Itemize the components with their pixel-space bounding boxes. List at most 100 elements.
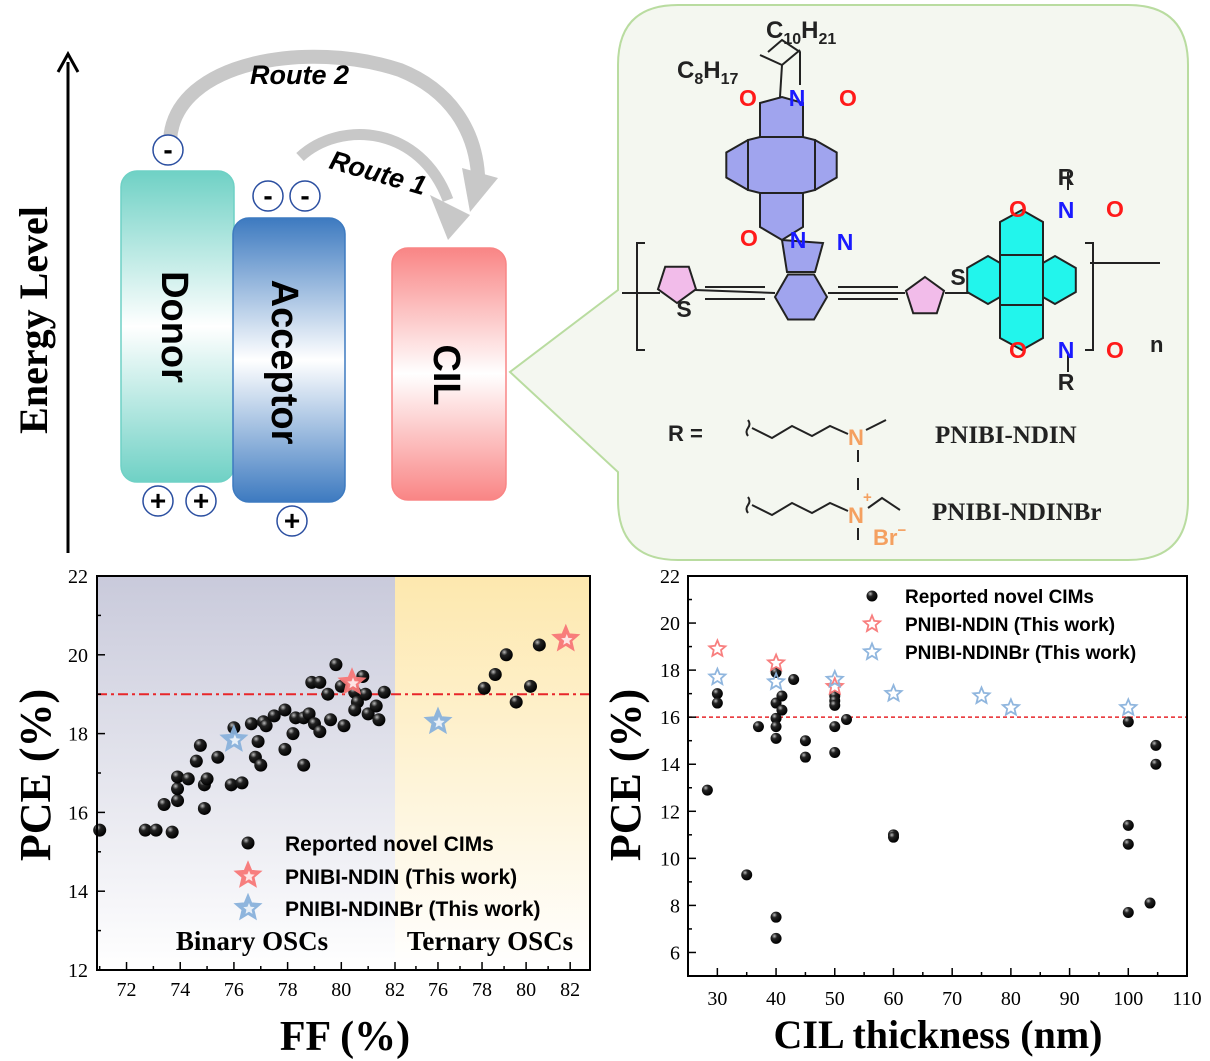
data-point: [1122, 838, 1134, 850]
data-point-binary: [278, 703, 292, 717]
data-point-ternary-highlight: [561, 634, 573, 645]
plus-charge-ring: [276, 505, 308, 537]
data-point-binary: [200, 772, 214, 786]
acceptor-box: [232, 217, 346, 503]
minus-charge-icon: -: [300, 180, 309, 211]
data-point: [841, 714, 853, 726]
data-point: [770, 932, 782, 944]
data-point-binary: [259, 719, 273, 733]
x-tick-label: 50: [825, 988, 845, 1010]
data-point: [711, 697, 723, 709]
data-point-binary-highlight: [347, 677, 359, 689]
data-point: [765, 652, 787, 672]
y-tick-label: 18: [68, 724, 88, 746]
data-point-binary: [337, 719, 351, 733]
legend-marker-highlight: [243, 870, 255, 882]
y-tick-label: 14: [68, 881, 88, 903]
energy-axis-arrow-icon: [56, 50, 80, 73]
y-tick-label: 20: [660, 613, 680, 635]
data-point: [770, 911, 782, 923]
repeat-unit-n: n: [1150, 332, 1163, 357]
data-point-binary: [149, 823, 163, 837]
data-point: [829, 721, 841, 733]
data-point-binary: [251, 734, 265, 748]
data-point-binary: [224, 778, 238, 792]
cil-box: [391, 247, 507, 501]
route2-arrow: [163, 49, 485, 176]
ternary-region-background: [395, 576, 590, 970]
data-point-binary: [302, 707, 316, 721]
atom-o: O: [1106, 196, 1124, 222]
y-tick-label: 18: [660, 660, 680, 682]
donor-label: Donor: [153, 271, 195, 383]
triple-bonds: [705, 286, 898, 300]
polymer-structure: [622, 38, 1160, 372]
x-tick-label: 78: [278, 979, 298, 1001]
atom-n: N: [837, 229, 854, 255]
x-tick-label: 60: [883, 988, 903, 1010]
data-point: [1122, 819, 1134, 831]
data-point-binary: [377, 685, 391, 699]
data-point: [887, 831, 899, 843]
minus-charge-ring: [152, 134, 184, 166]
r-group-1-chain: [745, 419, 849, 440]
data-point-binary: [297, 758, 311, 772]
atom-s: S: [950, 264, 965, 290]
data-point-binary: [181, 772, 195, 786]
atom-r: R: [1058, 369, 1075, 395]
data-point-binary: [321, 687, 335, 701]
y-axis-title: PCE (%): [601, 689, 650, 861]
data-point: [971, 685, 992, 705]
polymer-name-pnibi-ndinbr: PNIBI-NDINBr: [932, 499, 1101, 526]
y-tick-label: 12: [660, 801, 680, 823]
data-point-binary: [171, 782, 185, 796]
data-point-binary: [358, 687, 372, 701]
data-point: [701, 784, 713, 796]
route2-label: Route 2: [250, 60, 349, 90]
r-group-2-substituents: [857, 478, 901, 540]
route1-arrowhead-icon: [430, 195, 470, 240]
data-point-binary: [313, 725, 327, 739]
data-point-ternary: [499, 648, 513, 662]
minus-charge-ring: [252, 180, 284, 212]
y-axis-title: PCE (%): [11, 689, 60, 861]
x-tick-label: 110: [1172, 988, 1201, 1010]
data-point-ternary: [477, 681, 491, 695]
x-tick-label: 82: [560, 979, 580, 1001]
data-point-binary: [372, 713, 386, 727]
y-tick-label: 6: [670, 942, 680, 964]
data-point-binary: [138, 823, 152, 837]
data-point-binary: [244, 717, 258, 731]
plot-frame: [687, 575, 1188, 977]
data-point-binary: [324, 713, 338, 727]
x-tick-label: 76: [224, 979, 244, 1001]
x-tick-label: 70: [942, 988, 962, 1010]
x-tick-label: 82: [385, 979, 405, 1001]
data-point-binary: [286, 727, 300, 741]
y-tick-label: 16: [660, 707, 680, 729]
data-point: [707, 666, 728, 687]
legend-label-pnibi-ndinbr: PNIBI-NDINBr (This work): [905, 643, 1136, 664]
imidazole-ring: [780, 238, 825, 273]
data-point: [829, 699, 841, 711]
binary-region-label: Binary OSCs: [176, 926, 328, 956]
data-point: [770, 721, 782, 733]
data-point: [829, 746, 841, 758]
legend-label-reported: Reported novel CIMs: [285, 833, 494, 856]
x-tick-label: 40: [766, 988, 786, 1010]
y-tick-label: 22: [660, 566, 680, 588]
ndi-imide-bottom: [999, 304, 1044, 352]
data-point: [1000, 696, 1022, 717]
data-point-binary: [189, 754, 203, 768]
data-point: [752, 721, 764, 733]
data-point-binary: [267, 709, 281, 723]
atom-n: N: [1058, 197, 1075, 223]
data-point-binary: [93, 823, 107, 837]
x-tick-label: 80: [331, 979, 351, 1001]
x-tick-label: 74: [170, 979, 190, 1001]
ternary-region-label: Ternary OSCs: [407, 926, 573, 956]
data-point: [1150, 739, 1162, 751]
data-point: [770, 732, 782, 744]
data-point: [799, 751, 811, 763]
